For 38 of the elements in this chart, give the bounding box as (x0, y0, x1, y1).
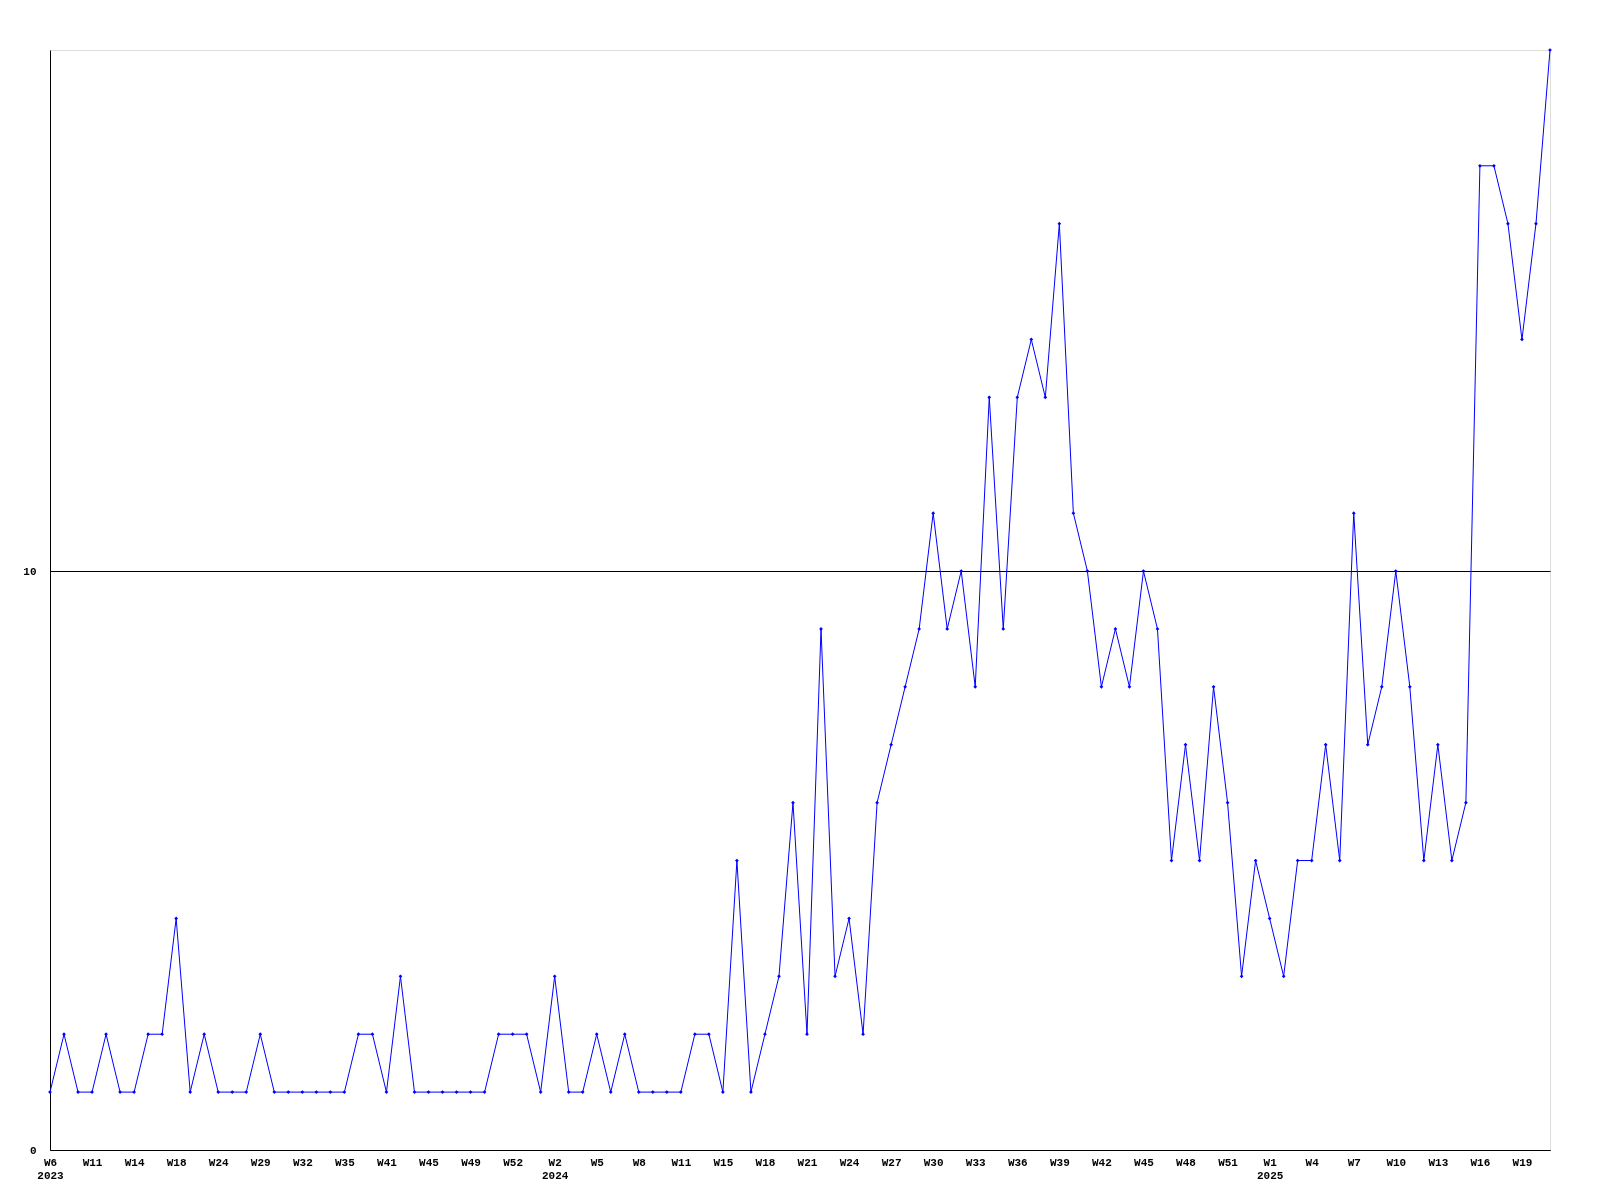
x-tick-label: W30 (923, 1156, 944, 1169)
y-tick-label: 10 (23, 565, 37, 578)
x-tick-label: W16 (1470, 1156, 1491, 1169)
x-tick-label: W7 (1347, 1156, 1361, 1169)
x-tick-label: W19 (1512, 1156, 1533, 1169)
x-tick-label: W1 2025 (1256, 1156, 1284, 1182)
x-tick-label: W8 (632, 1156, 647, 1169)
x-tick-label: W45 (1134, 1156, 1155, 1169)
x-tick-label: W33 (965, 1156, 987, 1169)
x-tick-label: W10 (1386, 1156, 1407, 1169)
x-tick-label: W45 (419, 1156, 440, 1169)
x-tick-label: W39 (1049, 1156, 1070, 1169)
x-tick-label: W14 (124, 1156, 145, 1169)
x-tick-label: W2 2024 (541, 1156, 569, 1182)
y-tick-label: 0 (29, 1144, 37, 1157)
x-tick-label: W41 (377, 1156, 398, 1169)
x-tick-label: W6 2023 (37, 1156, 65, 1182)
x-tick-label: W51 (1218, 1156, 1239, 1169)
x-tick-label: W48 (1176, 1156, 1197, 1169)
x-tick-label: W11 (671, 1156, 692, 1169)
x-tick-label: W49 (461, 1156, 481, 1169)
x-tick-label: W15 (713, 1156, 734, 1169)
x-tick-label: W27 (881, 1156, 902, 1169)
x-tick-label: W18 (755, 1156, 776, 1169)
x-tick-label: W36 (1007, 1156, 1028, 1169)
x-tick-label: W21 (797, 1156, 818, 1169)
x-tick-label: W13 (1428, 1156, 1449, 1169)
x-tick-label: W11 (82, 1156, 103, 1169)
x-tick-label: W42 (1092, 1156, 1112, 1169)
x-tick-label: W29 (250, 1156, 271, 1169)
x-tick-label: W24 (839, 1156, 860, 1169)
x-tick-label: W24 (208, 1156, 230, 1169)
x-tick-label: W35 (334, 1156, 356, 1169)
x-tick-label: W5 (590, 1156, 605, 1169)
x-tick-label: W32 (292, 1156, 313, 1169)
x-tick-label: W52 (503, 1156, 524, 1169)
x-tick-label: W4 (1305, 1156, 1320, 1169)
x-tick-label: W18 (166, 1156, 187, 1169)
